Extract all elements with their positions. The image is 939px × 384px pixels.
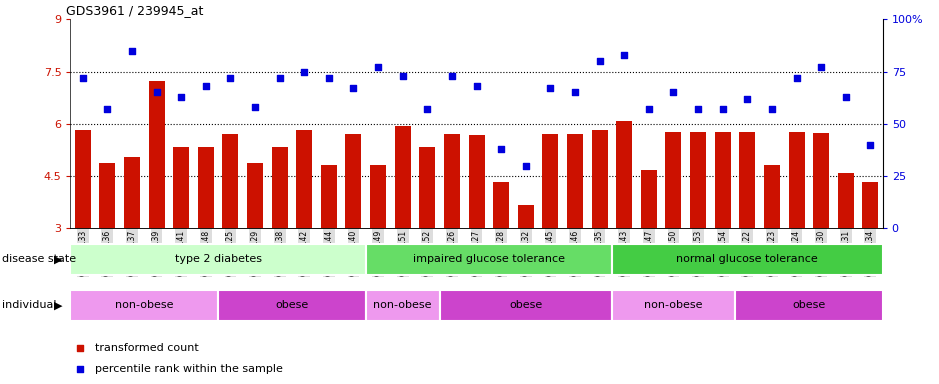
Bar [764,165,780,228]
Point [149,89,164,96]
Point [666,89,681,96]
Text: normal glucose tolerance: normal glucose tolerance [676,254,818,264]
Bar [666,131,682,228]
Point [567,89,582,96]
Point [198,83,213,89]
Bar [75,130,91,228]
Point [716,106,731,112]
Point [518,163,533,169]
Point [593,58,608,64]
Bar [366,244,612,275]
Point [223,75,238,81]
Text: type 2 diabetes: type 2 diabetes [175,254,262,264]
Bar [420,147,436,228]
Point [641,106,656,112]
Bar [690,131,706,228]
Bar [517,205,533,228]
Bar [321,165,337,228]
Point [321,75,336,81]
Text: obese: obese [275,300,309,310]
Text: obese: obese [509,300,543,310]
Point [346,85,361,91]
Point [297,68,312,74]
Text: non-obese: non-obese [374,300,432,310]
Point [863,142,878,148]
Point [75,75,90,81]
Bar [366,290,439,321]
Bar [70,244,366,275]
Bar [735,290,883,321]
Text: non-obese: non-obese [115,300,174,310]
Point [558,29,573,35]
Point [100,106,115,112]
Text: impaired glucose tolerance: impaired glucose tolerance [413,254,565,264]
Bar [612,290,735,321]
Bar [439,290,612,321]
Bar [271,147,287,228]
Point [558,220,573,226]
Bar [789,131,805,228]
Point [420,106,435,112]
Bar [640,170,657,228]
Text: obese: obese [793,300,825,310]
Bar [715,131,731,228]
Text: ▶: ▶ [54,254,63,264]
Point [617,52,632,58]
Bar [346,134,362,228]
Point [764,106,779,112]
Bar [592,130,608,228]
Point [494,146,509,152]
Point [690,106,705,112]
Text: individual: individual [2,300,56,310]
Point [272,75,287,81]
Bar [394,126,410,228]
Bar [370,165,386,228]
Bar [198,147,214,228]
Bar [247,163,263,228]
Text: ▶: ▶ [54,300,63,310]
Bar [543,134,559,228]
Text: transformed count: transformed count [95,343,198,353]
Text: GDS3961 / 239945_at: GDS3961 / 239945_at [67,3,204,17]
Point [444,73,459,79]
Bar [862,182,878,228]
Bar [173,147,189,228]
Bar [444,134,460,228]
Text: non-obese: non-obese [644,300,702,310]
Bar [148,81,164,228]
Bar [739,131,755,228]
Bar [616,121,632,228]
Point [470,83,485,89]
Bar [100,163,115,228]
Point [125,48,140,54]
Point [740,96,755,102]
Bar [612,244,883,275]
Text: percentile rank within the sample: percentile rank within the sample [95,364,283,374]
Text: disease state: disease state [2,254,76,264]
Bar [469,135,485,228]
Point [248,104,263,110]
Point [839,94,854,100]
Point [371,64,386,70]
Point [543,85,558,91]
Point [174,94,189,100]
Bar [813,132,829,228]
Bar [838,173,854,228]
Bar [223,134,239,228]
Bar [70,290,218,321]
Bar [218,290,366,321]
Point [395,73,410,79]
Bar [493,182,509,228]
Bar [567,134,583,228]
Point [813,64,828,70]
Bar [296,130,313,228]
Bar [124,157,140,228]
Point [789,75,804,81]
